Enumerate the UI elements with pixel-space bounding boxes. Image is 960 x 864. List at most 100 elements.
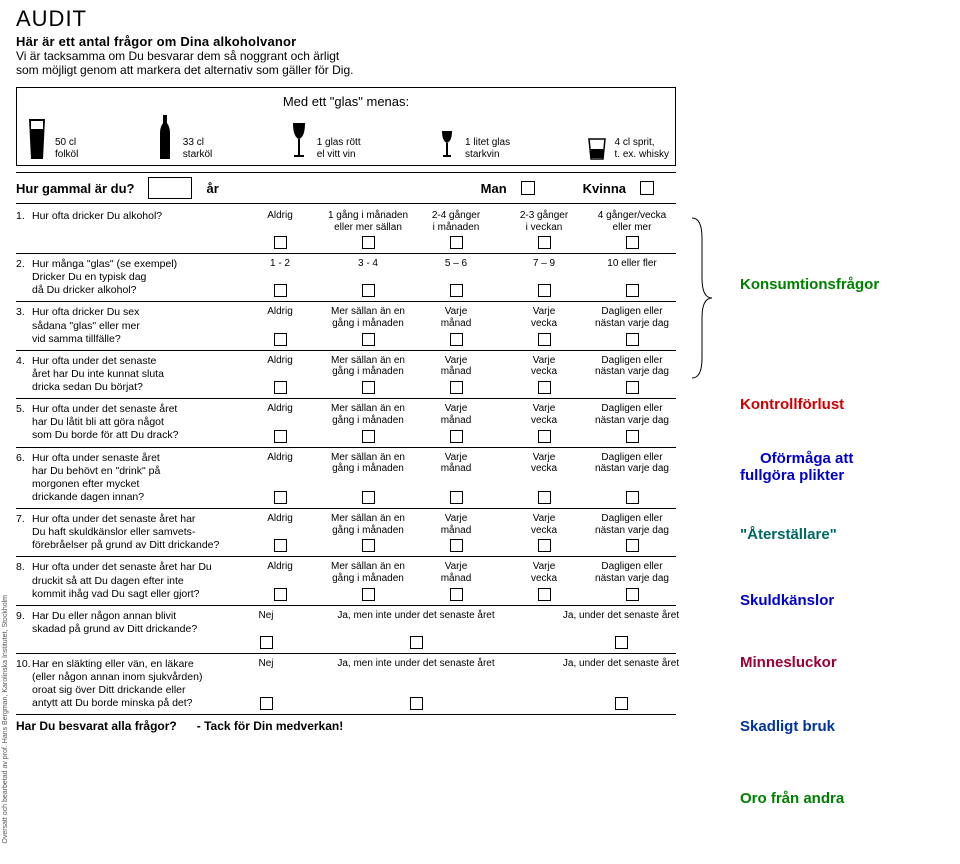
option-checkbox[interactable] bbox=[615, 697, 628, 710]
option-checkbox[interactable] bbox=[274, 588, 287, 601]
annot-inability-line1: Oförmåga att bbox=[740, 450, 853, 467]
option-label: Aldrig bbox=[267, 513, 293, 535]
option-checkbox[interactable] bbox=[450, 333, 463, 346]
option-checkbox[interactable] bbox=[362, 333, 375, 346]
option-label: Dagligen ellernästan varje dag bbox=[595, 355, 669, 378]
option-checkbox[interactable] bbox=[626, 284, 639, 297]
option-checkbox[interactable] bbox=[450, 284, 463, 297]
age-label: Hur gammal är du? bbox=[16, 181, 134, 196]
question-row: 3.Hur ofta dricker Du sexsådana "glas" e… bbox=[16, 302, 676, 350]
question-text: Har Du eller någon annan blivitskadad på… bbox=[32, 610, 236, 649]
option-checkbox[interactable] bbox=[626, 491, 639, 504]
option-label: Varjemånad bbox=[441, 513, 472, 536]
option-label: Varjemånad bbox=[441, 306, 472, 329]
option-checkbox[interactable] bbox=[410, 697, 423, 710]
answer-option: Varjevecka bbox=[500, 403, 588, 442]
answer-option: Aldrig bbox=[236, 561, 324, 600]
option-checkbox[interactable] bbox=[450, 491, 463, 504]
option-checkbox[interactable] bbox=[274, 381, 287, 394]
glass-title: Med ett "glas" menas: bbox=[23, 94, 669, 109]
option-checkbox[interactable] bbox=[450, 236, 463, 249]
option-checkbox[interactable] bbox=[362, 588, 375, 601]
option-checkbox[interactable] bbox=[538, 430, 551, 443]
option-checkbox[interactable] bbox=[450, 381, 463, 394]
glass-icon bbox=[285, 113, 313, 161]
option-checkbox[interactable] bbox=[538, 539, 551, 552]
question-row: 4.Hur ofta under det senasteåret har Du … bbox=[16, 351, 676, 399]
option-label: Mer sällan än engång i månaden bbox=[331, 355, 405, 378]
option-checkbox[interactable] bbox=[274, 491, 287, 504]
option-checkbox[interactable] bbox=[362, 381, 375, 394]
option-label: Varjevecka bbox=[531, 355, 557, 378]
option-checkbox[interactable] bbox=[626, 236, 639, 249]
audit-form: AUDIT Här är ett antal frågor om Dina al… bbox=[16, 6, 676, 733]
option-checkbox[interactable] bbox=[274, 236, 287, 249]
option-checkbox[interactable] bbox=[538, 491, 551, 504]
answer-option: 1 gång i månadeneller mer sällan bbox=[324, 210, 412, 249]
option-checkbox[interactable] bbox=[260, 636, 273, 649]
option-label: Varjemånad bbox=[441, 452, 472, 475]
answer-option: Varjemånad bbox=[412, 513, 500, 552]
option-label: Nej bbox=[258, 658, 273, 680]
option-checkbox[interactable] bbox=[362, 430, 375, 443]
annot-blackout: Minnesluckor bbox=[740, 654, 837, 671]
answer-option: 7 – 9 bbox=[500, 258, 588, 297]
option-checkbox[interactable] bbox=[274, 333, 287, 346]
man-checkbox[interactable] bbox=[521, 181, 535, 195]
answer-option: Mer sällan än engång i månaden bbox=[324, 355, 412, 394]
option-checkbox[interactable] bbox=[626, 539, 639, 552]
question-text: Hur ofta under det senaste året har Dudr… bbox=[32, 561, 236, 600]
option-checkbox[interactable] bbox=[410, 636, 423, 649]
woman-checkbox[interactable] bbox=[640, 181, 654, 195]
option-label: Mer sällan än engång i månaden bbox=[331, 513, 405, 536]
glass-icon bbox=[151, 113, 179, 161]
annot-harm: Skadligt bruk bbox=[740, 718, 835, 735]
answer-option: Varjemånad bbox=[412, 403, 500, 442]
option-checkbox[interactable] bbox=[362, 236, 375, 249]
option-checkbox[interactable] bbox=[626, 430, 639, 443]
option-checkbox[interactable] bbox=[615, 636, 628, 649]
answer-option: Ja, men inte under det senaste året bbox=[296, 658, 536, 711]
option-checkbox[interactable] bbox=[450, 588, 463, 601]
form-footer: Har Du besvarat alla frågor? - Tack för … bbox=[16, 715, 676, 733]
option-checkbox[interactable] bbox=[626, 381, 639, 394]
option-checkbox[interactable] bbox=[626, 588, 639, 601]
option-checkbox[interactable] bbox=[260, 697, 273, 710]
option-checkbox[interactable] bbox=[538, 588, 551, 601]
side-credit: Översatt och bearbetad av prof. Hans Ber… bbox=[2, 595, 9, 844]
question-number: 2. bbox=[16, 258, 32, 297]
option-label: Aldrig bbox=[267, 403, 293, 425]
option-checkbox[interactable] bbox=[538, 333, 551, 346]
option-checkbox[interactable] bbox=[538, 381, 551, 394]
option-label: 1 gång i månadeneller mer sällan bbox=[328, 210, 408, 233]
question-text: Hur ofta under senaste årethar Du behövt… bbox=[32, 452, 236, 505]
question-number: 4. bbox=[16, 355, 32, 394]
annot-controlloss: Kontrollförlust bbox=[740, 396, 844, 413]
option-label: 10 eller fler bbox=[607, 258, 656, 280]
glass-icon bbox=[583, 113, 611, 161]
age-input[interactable] bbox=[148, 177, 192, 199]
option-checkbox[interactable] bbox=[626, 333, 639, 346]
question-row: 9.Har Du eller någon annan blivitskadad … bbox=[16, 606, 676, 654]
option-checkbox[interactable] bbox=[362, 491, 375, 504]
glass-icon bbox=[23, 113, 51, 161]
glass-item: 1 glas röttel vitt vin bbox=[285, 113, 361, 161]
option-checkbox[interactable] bbox=[274, 284, 287, 297]
option-checkbox[interactable] bbox=[362, 539, 375, 552]
option-checkbox[interactable] bbox=[274, 539, 287, 552]
option-label: Dagligen ellernästan varje dag bbox=[595, 513, 669, 536]
question-text: Hur många "glas" (se exempel)Dricker Du … bbox=[32, 258, 236, 297]
option-checkbox[interactable] bbox=[450, 430, 463, 443]
form-title: AUDIT bbox=[16, 6, 676, 32]
option-checkbox[interactable] bbox=[538, 236, 551, 249]
option-checkbox[interactable] bbox=[274, 430, 287, 443]
glass-label: 4 cl sprit,t. ex. whisky bbox=[615, 137, 669, 161]
option-checkbox[interactable] bbox=[538, 284, 551, 297]
option-checkbox[interactable] bbox=[362, 284, 375, 297]
option-label: Varjevecka bbox=[531, 561, 557, 584]
answer-option: Dagligen ellernästan varje dag bbox=[588, 452, 676, 505]
glass-item: 50 clfolköl bbox=[23, 113, 78, 161]
option-label: Varjevecka bbox=[531, 306, 557, 329]
answer-option: Ja, under det senaste året bbox=[536, 610, 706, 649]
option-checkbox[interactable] bbox=[450, 539, 463, 552]
